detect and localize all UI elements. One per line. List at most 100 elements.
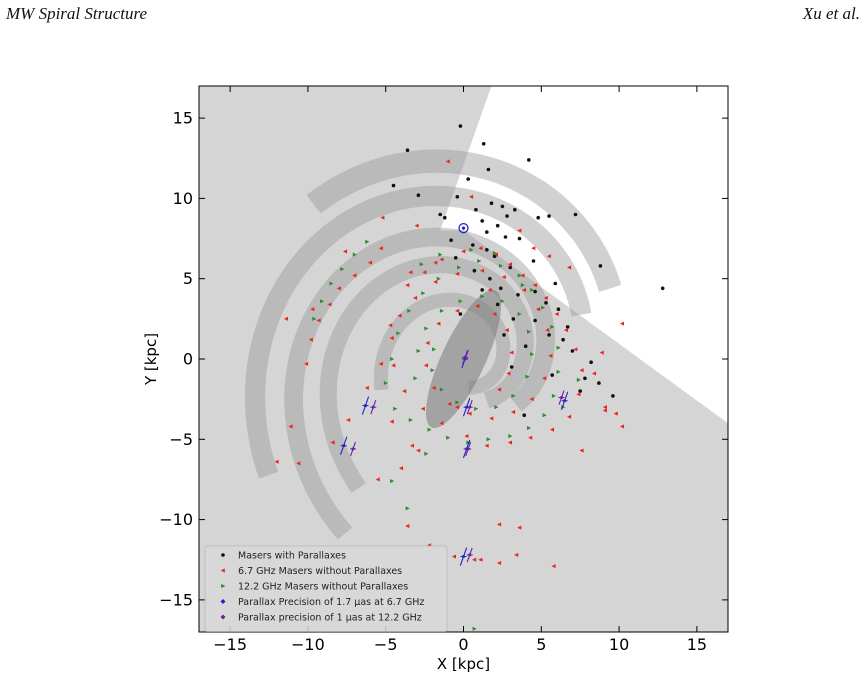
maser-122ghz-point	[365, 239, 370, 244]
maser-122ghz-point	[416, 348, 421, 354]
maser-67ghz-point	[274, 459, 279, 464]
maser-67ghz-point	[567, 265, 572, 270]
maser-122ghz-point	[329, 281, 334, 286]
errorbar-center	[363, 404, 367, 408]
maser-67ghz-point	[389, 336, 394, 341]
maser-67ghz-point	[478, 246, 483, 251]
maser-67ghz-point	[532, 283, 537, 288]
maser-parallax-point	[550, 373, 554, 377]
maser-67ghz-point	[504, 328, 509, 333]
maser-67ghz-point	[405, 283, 410, 288]
maser-67ghz-point	[576, 392, 581, 397]
maser-67ghz-point	[283, 316, 288, 321]
maser-parallax-point	[405, 148, 410, 152]
precision-122ghz-errorbar	[370, 399, 377, 415]
maser-67ghz-point	[619, 321, 625, 326]
maser-122ghz-point	[520, 283, 525, 288]
maser-67ghz-point	[514, 552, 519, 557]
maser-parallax-point	[660, 286, 665, 291]
maser-67ghz-point	[342, 249, 348, 254]
maser-parallax-point	[443, 215, 447, 220]
maser-67ghz-point	[388, 323, 393, 328]
maser-parallax-point	[533, 289, 537, 294]
maser-67ghz-point	[484, 443, 489, 448]
perseus-arm-band	[245, 185, 592, 479]
maser-parallax-point	[547, 333, 551, 337]
maser-67ghz-point	[468, 194, 474, 199]
maser-122ghz-point	[556, 345, 561, 350]
maser-parallax-point	[391, 183, 396, 188]
maser-parallax-point	[471, 243, 475, 247]
maser-67ghz-point	[431, 385, 436, 390]
errorbar-center	[466, 447, 470, 451]
maser-67ghz-point	[579, 448, 584, 453]
errorbar-center	[468, 405, 472, 409]
maser-67ghz-point	[528, 435, 533, 440]
local-arm-band	[284, 227, 556, 540]
outer-arm-band	[306, 149, 622, 292]
precision-122ghz-errorbar	[466, 547, 473, 563]
maser-parallax-point	[453, 255, 458, 260]
maser-122ghz-point	[407, 308, 412, 313]
precision-122ghz-errorbar	[465, 441, 472, 457]
maser-parallax-point	[522, 413, 526, 418]
maser-67ghz-point	[487, 287, 492, 293]
maser-67ghz-point	[316, 318, 321, 323]
x-tick-label: 0	[458, 635, 468, 654]
maser-67ghz-point	[364, 385, 369, 390]
maser-122ghz-point	[312, 316, 317, 321]
maser-122ghz-point	[421, 291, 426, 296]
maser-parallax-point	[495, 302, 500, 307]
maser-122ghz-point	[438, 252, 443, 257]
x-tick-label: −5	[374, 635, 398, 654]
maser-67ghz-point	[436, 321, 441, 326]
maser-67ghz-point	[489, 416, 494, 421]
maser-67ghz-point	[548, 353, 553, 358]
legend: Masers with Parallaxes 6.7 GHz Masers wit…	[204, 545, 448, 632]
errorbar-center	[560, 396, 564, 400]
maser-67ghz-point	[496, 522, 502, 527]
maser-parallax-point	[527, 158, 531, 162]
maser-122ghz-point	[556, 369, 561, 374]
maser-122ghz-point	[486, 437, 491, 442]
maser-122ghz-point	[517, 273, 522, 278]
maser-67ghz-point	[433, 279, 438, 284]
maser-122ghz-point	[458, 299, 463, 304]
maser-67ghz-point	[288, 424, 293, 429]
y-tick-label: 15	[173, 109, 193, 128]
maser-67ghz-point	[517, 228, 522, 233]
maser-67ghz-point	[327, 302, 332, 307]
maser-67ghz-point	[352, 273, 357, 278]
maser-67ghz-point	[475, 303, 480, 309]
maser-122ghz-point	[472, 626, 477, 631]
maser-parallax-point	[523, 344, 528, 349]
maser-67ghz-point	[543, 295, 548, 301]
precision-67ghz-errorbar	[361, 396, 370, 415]
maser-122ghz-point	[456, 265, 462, 270]
maser-parallax-point	[511, 317, 516, 321]
maser-122ghz-point	[427, 427, 432, 432]
maser-122ghz-point	[551, 393, 557, 399]
maser-122ghz-point	[424, 326, 429, 331]
maser-122ghz-point	[511, 393, 516, 399]
maser-parallax-point	[578, 389, 582, 393]
legend-box	[204, 545, 448, 632]
maser-122ghz-point	[525, 374, 530, 379]
maser-67ghz-point	[529, 397, 534, 402]
maser-parallax-point	[505, 214, 509, 218]
maser-67ghz-point	[304, 361, 309, 366]
maser-122ghz-point	[455, 400, 460, 405]
maser-67ghz-point	[433, 260, 438, 265]
legend-marker	[221, 583, 226, 589]
maser-67ghz-point	[308, 337, 313, 342]
errorbar-center	[468, 553, 472, 557]
maser-67ghz-point	[493, 252, 499, 257]
page-header-right: Xu et al.	[802, 4, 860, 23]
maser-67ghz-point	[416, 448, 421, 453]
maser-67ghz-point	[405, 523, 410, 529]
maser-122ghz-point	[383, 381, 389, 386]
maser-67ghz-point	[551, 564, 556, 569]
y-axis-title: Y [kpc]	[142, 333, 160, 386]
maser-parallax-point	[472, 268, 477, 273]
